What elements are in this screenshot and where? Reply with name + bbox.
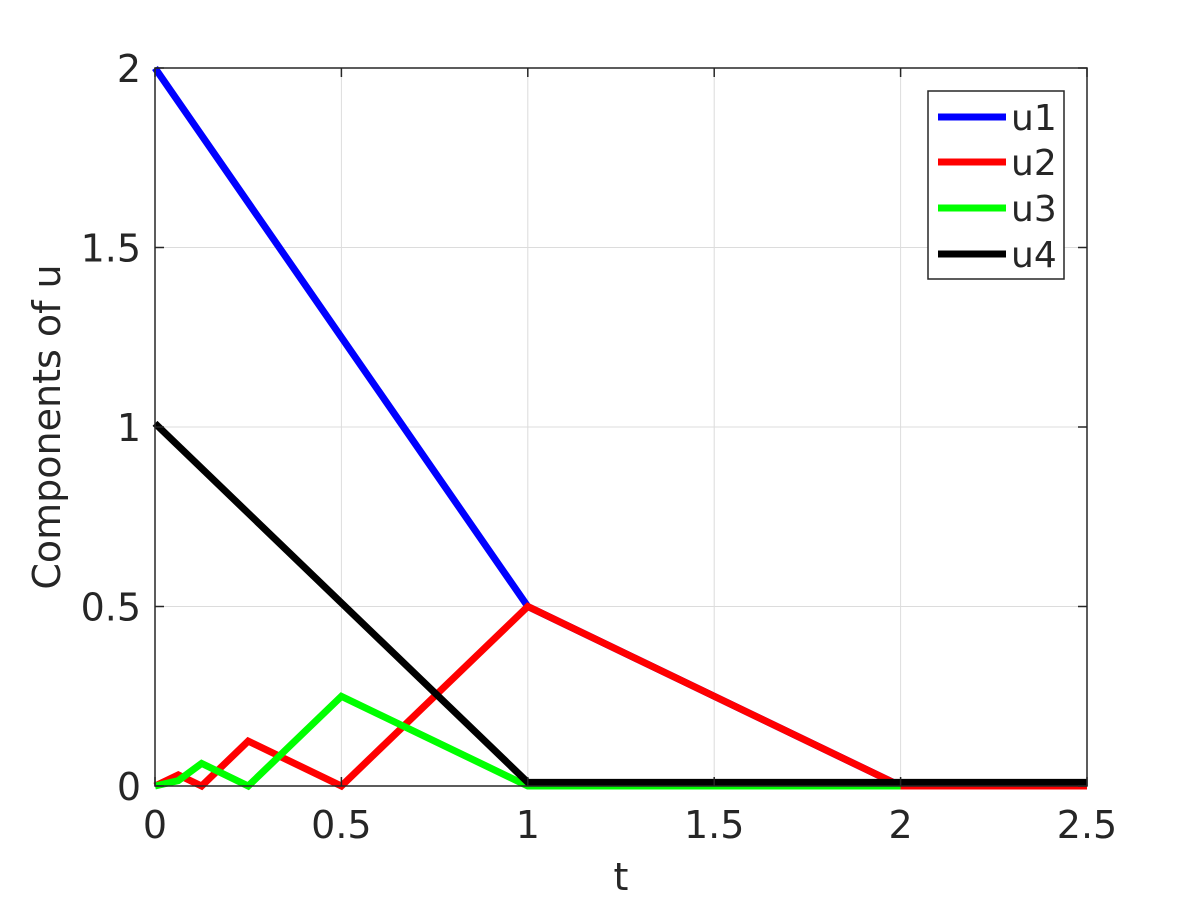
y-tick-label-2: 1 — [117, 406, 141, 450]
legend-box — [927, 90, 1065, 280]
x-tick-label-0: 0 — [143, 803, 167, 847]
y-tick-label-3: 1.5 — [81, 227, 141, 271]
legend: u1 u2 u3 u4 — [927, 90, 1065, 280]
y-tick-label-4: 2 — [117, 47, 141, 91]
x-tick-label-1: 0.5 — [311, 803, 371, 847]
x-tick-label-5: 2.5 — [1057, 803, 1117, 847]
legend-label-u1: u1 — [1011, 98, 1057, 139]
x-tick-label-3: 1.5 — [684, 803, 744, 847]
legend-label-u3: u3 — [1011, 189, 1057, 230]
x-tick-label-2: 1 — [516, 803, 540, 847]
legend-label-u4: u4 — [1011, 235, 1057, 276]
legend-label-u2: u2 — [1011, 143, 1057, 184]
ticks: 0 0.5 1 1.5 2 2.5 0 0.5 1 1.5 2 — [81, 47, 1118, 847]
x-tick-label-4: 2 — [889, 803, 913, 847]
y-tick-label-0: 0 — [117, 765, 141, 809]
y-tick-label-1: 0.5 — [81, 586, 141, 630]
y-axis-label: Components of u — [25, 264, 69, 589]
x-axis-label: t — [614, 855, 629, 899]
